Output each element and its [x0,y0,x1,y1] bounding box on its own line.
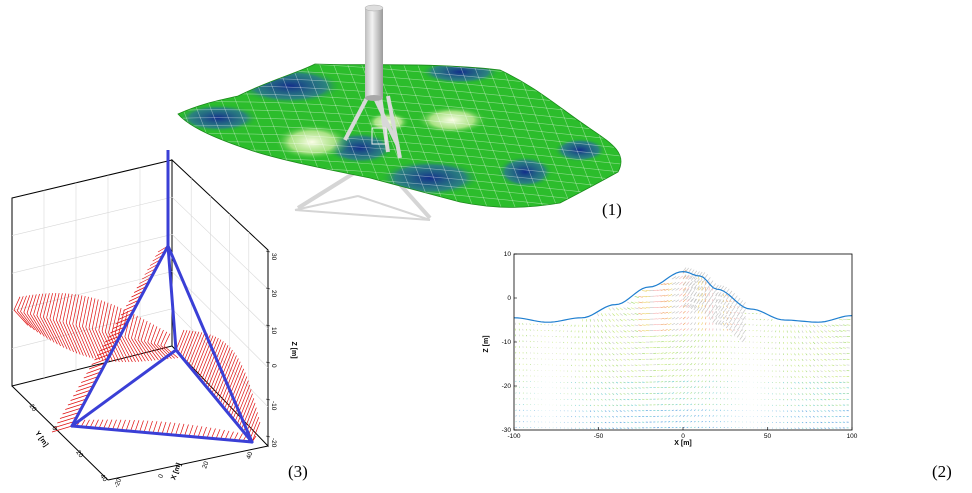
x-tick-label: -100 [507,433,520,440]
z-tick-label: -20 [270,438,277,448]
y-tick-label: 0 [507,295,511,302]
y-axis-label: Z [m] [483,335,490,352]
z-tick-label: 30 [270,253,277,261]
x-axis-label-3d: X [m] [170,462,183,481]
z-tick-label: -10 [270,401,277,411]
y-axis-label-3d: Y [m] [33,430,49,448]
x-tick-label: -50 [594,433,604,440]
z-tick-label: 20 [270,290,277,298]
y-tick-label: 10 [504,251,512,258]
y-tick-label: -20 [502,383,512,390]
z-axis-label: Z [m] [290,341,297,358]
z-tick-label: 0 [270,364,277,368]
y-tick-label-3d: 20 [74,449,84,459]
figure-2-label: (2) [932,462,952,482]
x-tick-label: 50 [764,433,772,440]
y-tick-label: -10 [502,339,512,346]
x-tick-label: 100 [847,433,858,440]
x-tick-label-3d: 0 [157,473,165,479]
figure-3-label: (3) [288,462,308,482]
y-tick-label-3d: -20 [26,401,37,413]
y-tick-label-3d: 40 [98,473,108,483]
x-axis-label: X [m] [674,440,692,447]
x-tick-label-3d: 20 [201,460,210,470]
x-tick-label-3d: 40 [245,451,254,461]
x-tick-label: 0 [681,433,685,440]
z-tick-label: 10 [270,327,277,335]
monopile-tower [365,5,383,101]
figure-1-label: (1) [602,200,622,220]
